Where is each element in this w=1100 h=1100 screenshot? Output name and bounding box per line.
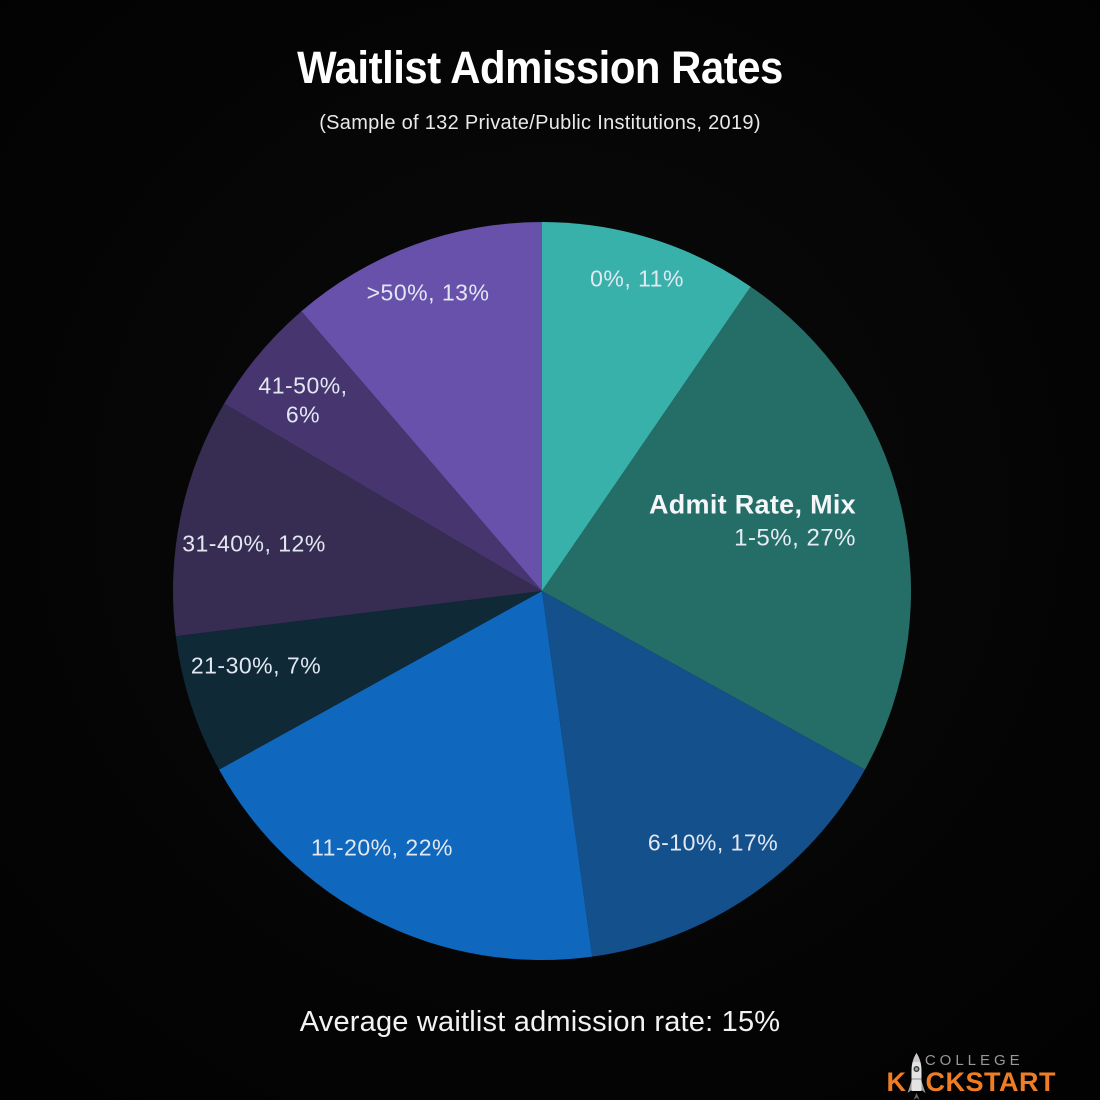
slice-value-1-5pct: 1-5%, 27% xyxy=(734,525,856,553)
logo-kickstart-rest: CKSTART xyxy=(925,1067,1056,1097)
pie-slice-0-0 xyxy=(542,222,751,591)
slice-label-11-20pct: 11-20%, 22% xyxy=(311,834,453,861)
average-rate-note: Average waitlist admission rate: 15% xyxy=(299,1006,781,1038)
slice-label-1-5pct: Admit Rate, Mix 1-5%, 27% xyxy=(649,487,856,556)
pie-slice-3-11-20 xyxy=(219,591,593,961)
slice-label-0pct: 0%, 11% xyxy=(590,265,684,292)
series-label: Admit Rate, Mix xyxy=(648,489,856,520)
slice-label-41-50pct: 41-50%, 6% xyxy=(258,372,348,427)
college-kickstart-logo: COLLEGE K xyxy=(886,1052,1056,1100)
logo-kickstart-k: K xyxy=(886,1067,907,1097)
slice-label-6-10pct: 6-10%, 17% xyxy=(647,829,779,856)
slice-label-31-40pct: 31-40%, 12% xyxy=(182,530,326,557)
logo-kickstart-text: K CKSTAR xyxy=(886,1053,1056,1100)
rocket-icon xyxy=(907,1053,926,1100)
pie-slice-7-50 xyxy=(301,222,542,591)
chart-subtitle: (Sample of 132 Private/Public Institutio… xyxy=(319,112,761,134)
slice-label-21-30pct: 21-30%, 7% xyxy=(190,652,322,679)
pie-slice-6-41-50 xyxy=(224,311,542,591)
pie-slice-1-1-5 xyxy=(542,286,911,770)
pie-slice-5-31-40 xyxy=(173,403,542,637)
pie-slice-4-21-30 xyxy=(175,591,543,770)
chart-title: Waitlist Admission Rates xyxy=(297,42,783,93)
logo-college-text: COLLEGE xyxy=(924,1052,1024,1069)
slice-label-over50pct: >50%, 13% xyxy=(366,279,490,306)
pie-slice-2-6-10 xyxy=(542,591,865,957)
